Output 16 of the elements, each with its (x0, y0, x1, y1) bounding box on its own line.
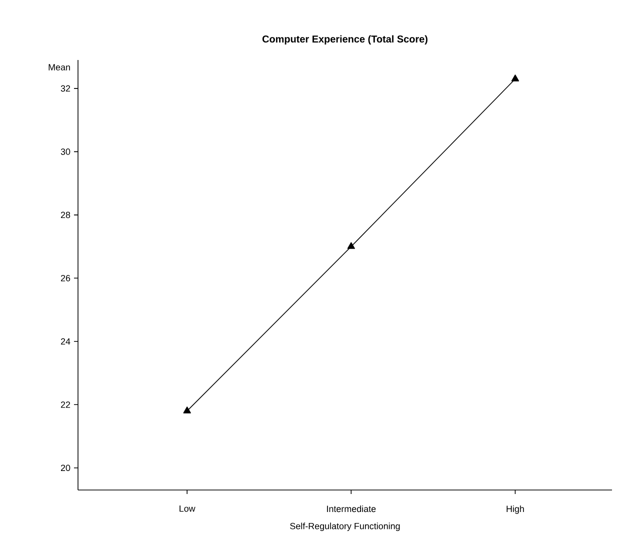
point (183, 406, 191, 414)
y-tick-label: 32 (60, 85, 70, 92)
y-tick-label: 26 (60, 274, 70, 282)
point (511, 74, 520, 82)
x-tick-label: Low (180, 505, 196, 512)
y-tick-label: 28 (60, 212, 70, 218)
y-tick-label: 24 (60, 338, 70, 345)
y-tick-label: 20 (60, 464, 70, 472)
x-tick-label: High (506, 505, 524, 514)
x-axis-title: Self-Regulatory Functioning (290, 522, 400, 532)
y-axis-title: Mean (48, 64, 70, 70)
chart-title: Computer Experience (Total Score) (262, 35, 428, 45)
x-tick-label: Intermediate (327, 505, 376, 512)
y-tick-label: 22 (60, 401, 70, 408)
point (347, 242, 356, 249)
y-tick-label: 30 (60, 148, 70, 155)
